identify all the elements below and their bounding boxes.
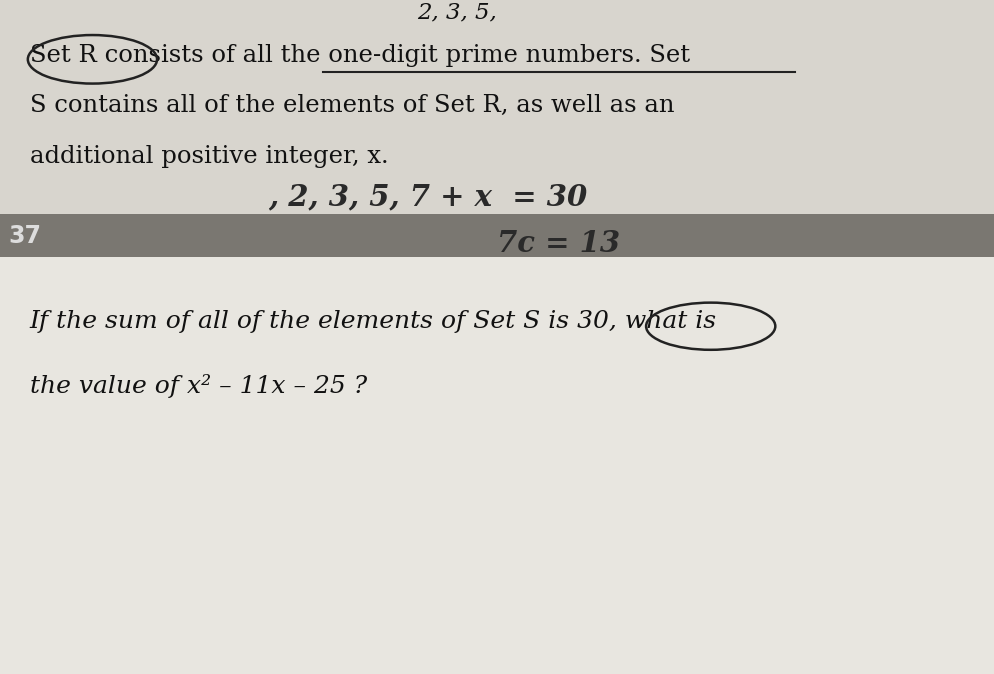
- FancyBboxPatch shape: [0, 214, 994, 257]
- Text: Set R consists of all the one-digit prime numbers. Set: Set R consists of all the one-digit prim…: [30, 44, 690, 67]
- Text: the value of x² – 11x – 25 ?: the value of x² – 11x – 25 ?: [30, 374, 367, 398]
- Text: If the sum of all of the elements of Set S is 30, what is: If the sum of all of the elements of Set…: [30, 310, 717, 333]
- Text: 37: 37: [8, 224, 41, 247]
- Text: S contains all of the elements of Set R, as well as an: S contains all of the elements of Set R,…: [30, 94, 674, 117]
- Text: , 2, 3, 5, 7 + x  = 30: , 2, 3, 5, 7 + x = 30: [268, 182, 587, 211]
- FancyBboxPatch shape: [0, 257, 994, 674]
- Text: 2, 3, 5,: 2, 3, 5,: [417, 1, 497, 24]
- Text: 7c = 13: 7c = 13: [497, 229, 620, 258]
- Text: additional positive integer, x.: additional positive integer, x.: [30, 145, 389, 168]
